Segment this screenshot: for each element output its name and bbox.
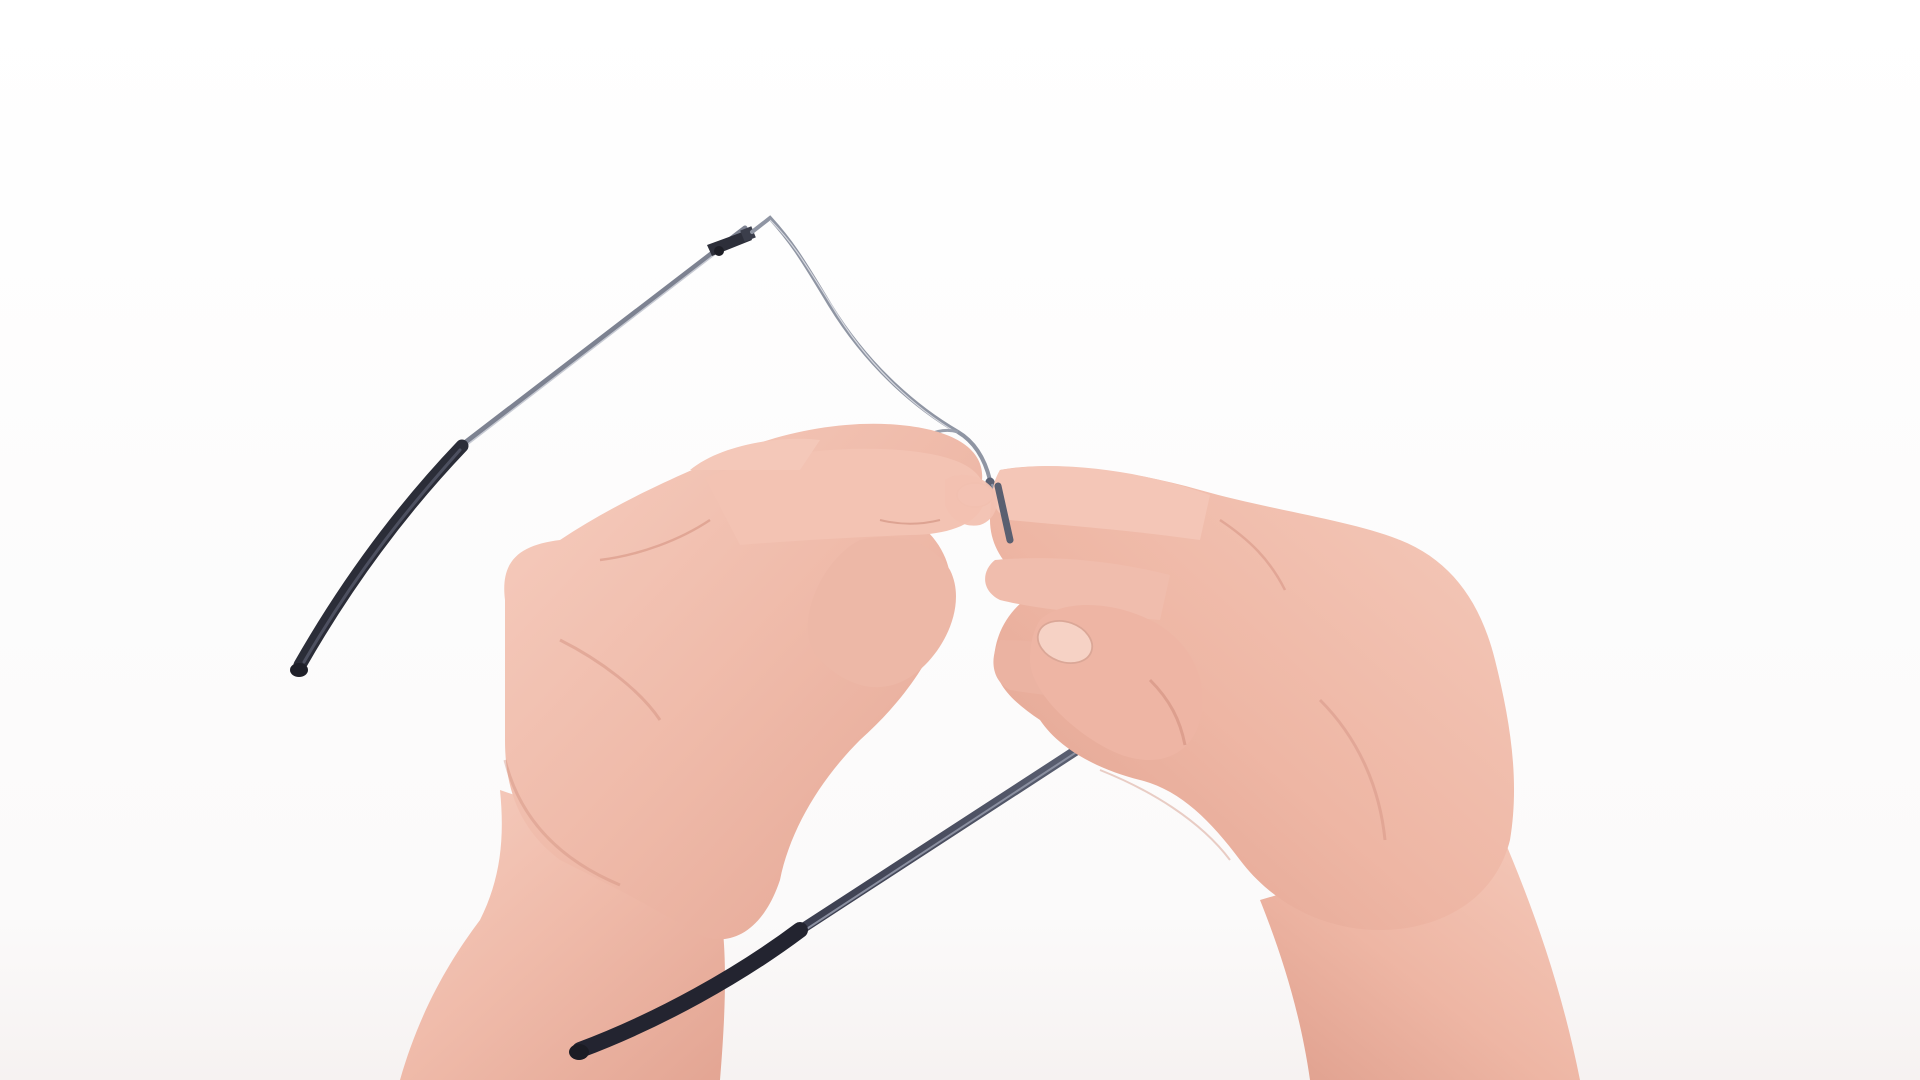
pinch-point (945, 474, 1014, 544)
eyeglasses-left-temple (290, 225, 748, 677)
right-thumbnail (1036, 620, 1094, 664)
left-hand (400, 423, 994, 1080)
right-hand (985, 466, 1580, 1080)
